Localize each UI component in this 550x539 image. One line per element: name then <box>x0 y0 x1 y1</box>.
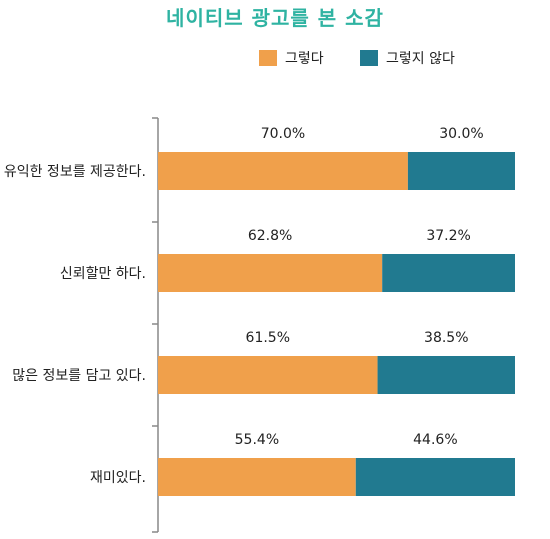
data-label-yes: 61.5% <box>246 330 290 346</box>
chart-title: 네이티브 광고를 본 소감 <box>166 6 384 30</box>
category-label: 신뢰할만 하다. <box>60 266 146 282</box>
data-label-no: 37.2% <box>426 228 470 244</box>
data-label-yes: 70.0% <box>261 126 305 142</box>
data-label-no: 38.5% <box>424 330 468 346</box>
bar-segment-no <box>377 356 515 394</box>
legend-item-no: 그렇지 않다 <box>360 50 455 67</box>
bar-segment-yes <box>158 458 356 496</box>
legend-label-yes: 그렇다 <box>285 51 324 67</box>
bar-segment-yes <box>158 254 383 292</box>
legend-swatch-no <box>360 50 378 66</box>
bar-segment-yes <box>158 356 378 394</box>
category-label: 유익한 정보를 제공한다. <box>4 164 146 180</box>
bar-segment-no <box>382 254 515 292</box>
legend-item-yes: 그렇다 <box>259 50 324 67</box>
bar-segment-yes <box>158 152 408 190</box>
bar-segment-no <box>407 152 515 190</box>
category-label: 많은 정보를 담고 있다. <box>12 368 146 384</box>
legend-label-no: 그렇지 않다 <box>386 51 455 67</box>
data-label-no: 30.0% <box>439 126 483 142</box>
legend-swatch-yes <box>259 50 277 66</box>
data-label-yes: 55.4% <box>235 432 279 448</box>
category-label: 재미있다. <box>90 470 146 486</box>
data-label-no: 44.6% <box>413 432 457 448</box>
bar-segment-no <box>355 458 515 496</box>
data-label-yes: 62.8% <box>248 228 292 244</box>
